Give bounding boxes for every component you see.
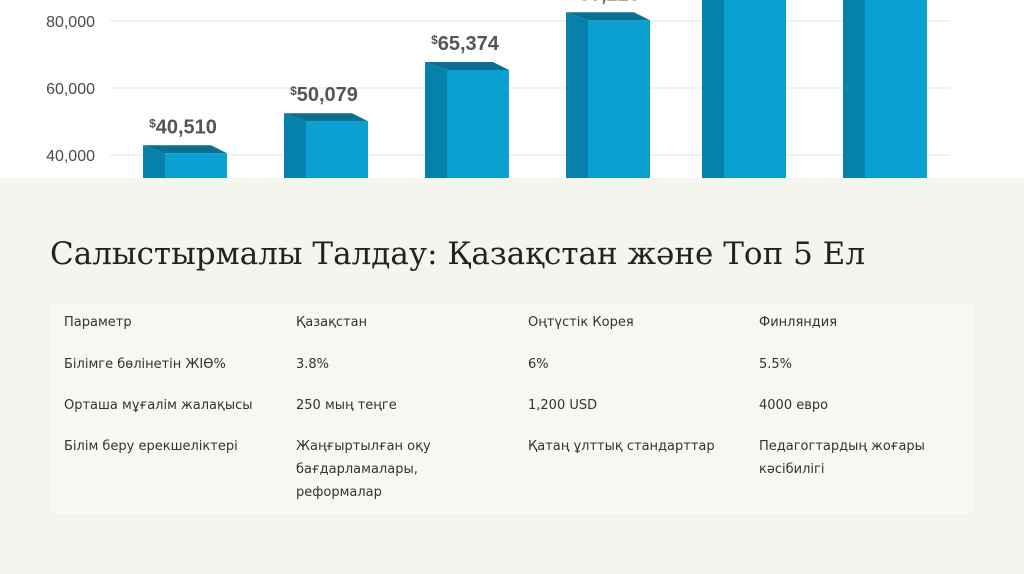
bar-front — [447, 69, 509, 178]
bar-side — [702, 0, 724, 178]
data-label-amount: 80,228 — [579, 0, 640, 5]
table-cell-features-kazakhstan: Жаңғыртылған оқу бағдарламалары, реформа… — [296, 439, 431, 500]
data-label: $80,228 — [572, 0, 640, 5]
bar-top — [566, 12, 650, 21]
comparison-table: Параметр Қазақстан Оңтүстік Корея Финлян… — [50, 303, 974, 515]
table-cell-features-south-korea: Қатаң ұлттық стандарттар — [528, 439, 715, 454]
bar — [566, 12, 650, 178]
table-cell-salary-finland: 4000 евро — [759, 398, 829, 413]
table-cell-gdp-kazakhstan: 3.8% — [296, 357, 330, 372]
y-tick-label: 60,000 — [46, 81, 95, 98]
table-cell-features-finland: Педагогтардың жоғары кәсібилігі — [759, 439, 925, 477]
table-cell-features-label: Білім беру ерекшеліктері — [64, 439, 238, 454]
table-cell-gdp-south-korea: 6% — [528, 357, 549, 372]
slide-title: Салыстырмалы Талдау: Қазақстан және Топ … — [50, 236, 866, 272]
data-label-amount: 40,510 — [156, 116, 217, 138]
table-cell-salary-south-korea: 1,200 USD — [528, 398, 598, 413]
data-label: $65,374 — [431, 33, 500, 55]
table-cell-salary-kazakhstan: 250 мың теңге — [296, 398, 397, 413]
bar-top — [284, 113, 368, 122]
bar-top — [425, 61, 509, 70]
y-tick-label: 40,000 — [46, 148, 95, 165]
table-cell-gdp-finland: 5.5% — [759, 357, 793, 372]
data-label-amount: 65,374 — [438, 33, 500, 55]
bar — [284, 113, 368, 178]
data-label-currency: $ — [431, 33, 438, 47]
bar-side — [566, 12, 588, 178]
table-header-parameter: Параметр — [64, 315, 132, 330]
data-label: $40,510 — [149, 116, 217, 138]
bar-front — [724, 0, 786, 178]
bar — [702, 0, 786, 178]
data-label-currency: $ — [149, 116, 156, 130]
y-tick-label: 80,000 — [46, 14, 95, 31]
bar-side — [843, 0, 865, 178]
bar-top — [143, 145, 227, 154]
table-header-finland: Финляндия — [759, 315, 838, 330]
data-label: $50,079 — [290, 84, 358, 106]
bar-side — [425, 61, 447, 178]
bar-front — [588, 20, 650, 178]
data-label-currency: $ — [290, 84, 297, 98]
table-cell-gdp-label: Білімге бөлінетін ЖІӨ% — [64, 357, 226, 372]
bar-front — [306, 121, 368, 178]
bar-side — [143, 145, 165, 178]
data-label-amount: 50,079 — [297, 84, 358, 106]
table-header-south-korea: Оңтүстік Корея — [528, 315, 634, 330]
table-header-kazakhstan: Қазақстан — [296, 315, 368, 330]
bar — [425, 61, 509, 178]
bar-front — [165, 153, 227, 178]
table-cell-salary-label: Орташа мұғалім жалақысы — [64, 398, 253, 413]
bar — [843, 0, 927, 178]
bar-chart-fragment: 80,000 60,000 40,000 $40,510 $50,079 $65,374… — [0, 0, 1024, 178]
bar-side — [284, 113, 306, 178]
bar — [143, 145, 227, 178]
bar-front — [865, 0, 927, 178]
